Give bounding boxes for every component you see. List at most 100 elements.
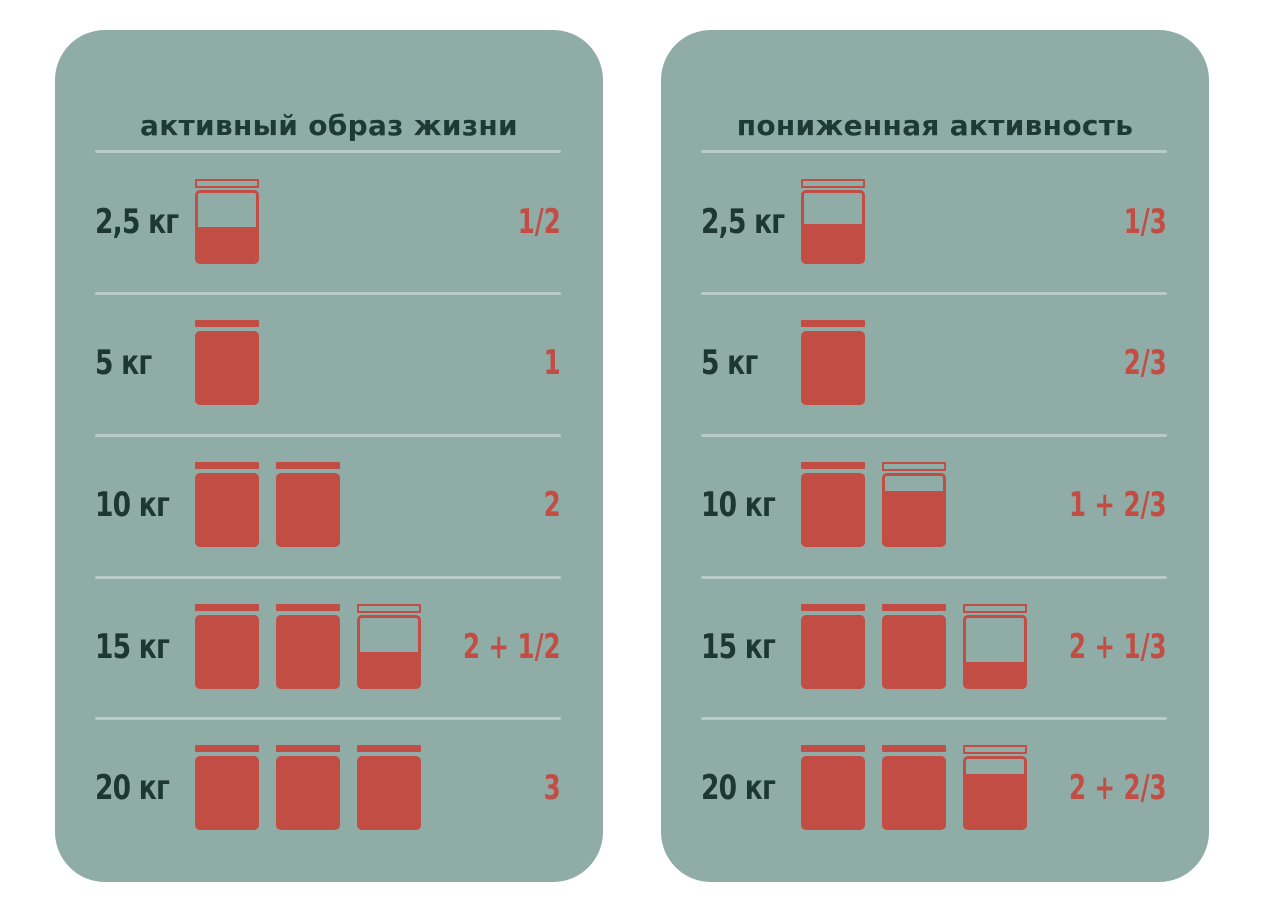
- weight-label: 15 кг: [95, 627, 170, 667]
- jar-fill: [885, 490, 943, 544]
- weight-label: 10 кг: [701, 485, 776, 525]
- divider: [701, 576, 1167, 579]
- jar-body: [801, 473, 865, 547]
- full-jar-icon: [195, 745, 259, 831]
- jar-body: [357, 615, 421, 689]
- jar-lid: [357, 745, 421, 752]
- jar-body: [195, 615, 259, 689]
- weight-label: 2,5 кг: [701, 202, 785, 242]
- panel-reduced-activity: пониженная активность 2,5 кг 1/3 5 кг 2/…: [661, 30, 1209, 882]
- partial-jar-icon: [882, 462, 946, 548]
- full-jar-icon: [882, 745, 946, 831]
- full-jar-icon: [195, 462, 259, 548]
- amount-label: 2 + 1/2: [463, 627, 561, 667]
- full-jar-icon: [801, 462, 865, 548]
- amount-label: 1/3: [1123, 202, 1167, 242]
- row-2-5kg: 2,5 кг 1/2: [95, 179, 561, 265]
- weight-label: 15 кг: [701, 627, 776, 667]
- amount-label: 1: [543, 343, 561, 383]
- full-jar-icon: [276, 745, 340, 831]
- jar-body: [801, 615, 865, 689]
- weight-label: 20 кг: [701, 768, 776, 808]
- amount-label: 2 + 1/3: [1069, 627, 1167, 667]
- panel-active-lifestyle: активный образ жизни 2,5 кг 1/2 5 кг 1 1…: [55, 30, 603, 882]
- full-jar-icon: [882, 604, 946, 690]
- partial-jar-icon: [357, 604, 421, 690]
- jar-lid: [801, 604, 865, 611]
- divider: [95, 150, 561, 153]
- divider: [701, 434, 1167, 437]
- jar-lid: [801, 462, 865, 469]
- full-jar-icon: [357, 745, 421, 831]
- row-15kg: 15 кг 2 + 1/2: [95, 604, 561, 690]
- jar-lid: [882, 462, 946, 471]
- jar-body: [195, 331, 259, 405]
- jar-fill: [804, 223, 862, 261]
- row-20kg: 20 кг 2 + 2/3: [701, 745, 1167, 831]
- row-10kg: 10 кг 1 + 2/3: [701, 462, 1167, 548]
- jar-body: [357, 756, 421, 830]
- weight-label: 2,5 кг: [95, 202, 179, 242]
- full-jar-icon: [276, 604, 340, 690]
- row-10kg: 10 кг 2: [95, 462, 561, 548]
- jar-body: [963, 615, 1027, 689]
- jar-lid: [195, 320, 259, 327]
- row-5kg: 5 кг 1: [95, 320, 561, 406]
- amount-label: 2: [543, 485, 561, 525]
- divider: [95, 292, 561, 295]
- jar-fill: [966, 773, 1024, 827]
- panel-title: пониженная активность: [736, 109, 1134, 142]
- full-jar-icon: [195, 320, 259, 406]
- weight-label: 5 кг: [95, 343, 152, 383]
- jar-lid: [195, 604, 259, 611]
- full-jar-icon: [195, 604, 259, 690]
- row-15kg: 15 кг 2 + 1/3: [701, 604, 1167, 690]
- jar-body: [801, 190, 865, 264]
- full-jar-icon: [801, 604, 865, 690]
- jar-fill: [966, 662, 1024, 686]
- jar-body: [882, 756, 946, 830]
- jar-body: [963, 756, 1027, 830]
- row-2-5kg: 2,5 кг 1/3: [701, 179, 1167, 265]
- partial-jar-icon: [801, 179, 865, 265]
- full-jar-icon: [801, 745, 865, 831]
- divider: [95, 717, 561, 720]
- jar-lid: [357, 604, 421, 613]
- weight-label: 5 кг: [701, 343, 758, 383]
- jar-body: [276, 756, 340, 830]
- amount-label: 3: [543, 768, 561, 808]
- jar-lid: [963, 745, 1027, 754]
- jar-lid: [195, 745, 259, 752]
- jar-body: [801, 331, 865, 405]
- jar-lid: [963, 604, 1027, 613]
- divider: [701, 150, 1167, 153]
- jar-body: [195, 473, 259, 547]
- jar-fill: [198, 227, 256, 261]
- jar-lid: [801, 320, 865, 327]
- row-20kg: 20 кг 3: [95, 745, 561, 831]
- jar-body: [195, 190, 259, 264]
- full-jar-icon: [801, 320, 865, 406]
- jar-lid: [801, 179, 865, 188]
- jar-body: [276, 615, 340, 689]
- divider: [701, 717, 1167, 720]
- divider: [95, 576, 561, 579]
- partial-jar-icon: [963, 604, 1027, 690]
- jar-body: [195, 756, 259, 830]
- jar-body: [801, 756, 865, 830]
- weight-label: 10 кг: [95, 485, 170, 525]
- divider: [701, 292, 1167, 295]
- jar-lid: [195, 462, 259, 469]
- jar-lid: [801, 745, 865, 752]
- row-5kg: 5 кг 2/3: [701, 320, 1167, 406]
- divider: [95, 434, 561, 437]
- jar-lid: [195, 179, 259, 188]
- partial-jar-icon: [195, 179, 259, 265]
- amount-label: 2 + 2/3: [1069, 768, 1167, 808]
- partial-jar-icon: [963, 745, 1027, 831]
- jar-body: [276, 473, 340, 547]
- jar-lid: [276, 604, 340, 611]
- jar-lid: [882, 745, 946, 752]
- jar-lid: [276, 745, 340, 752]
- weight-label: 20 кг: [95, 768, 170, 808]
